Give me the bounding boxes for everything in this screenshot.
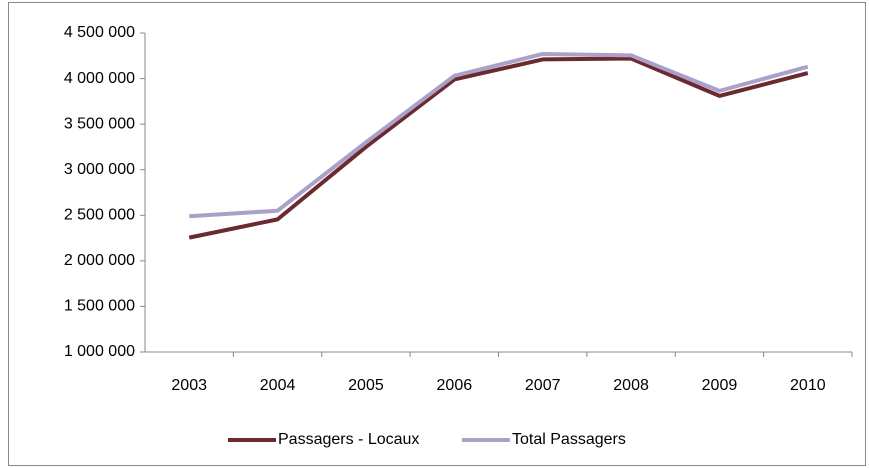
chart-border — [8, 2, 866, 466]
x-tick-label: 2010 — [790, 377, 826, 394]
series-line — [189, 51, 809, 219]
x-tick-label: 2005 — [348, 377, 384, 394]
series-line — [188, 56, 809, 240]
legend-label: Passagers - Locaux — [278, 431, 419, 448]
y-tick-label: 4 500 000 — [64, 24, 135, 41]
y-tick-label: 1 500 000 — [64, 298, 135, 315]
x-tick-label: 2008 — [613, 377, 649, 394]
y-tick-label: 3 000 000 — [64, 161, 135, 178]
x-tick-label: 2006 — [437, 377, 473, 394]
y-tick-label: 4 000 000 — [64, 70, 135, 87]
y-tick-label: 2 500 000 — [64, 207, 135, 224]
y-tick-label: 2 000 000 — [64, 252, 135, 269]
legend-label: Total Passagers — [512, 431, 626, 448]
y-tick-label: 1 000 000 — [64, 343, 135, 360]
x-tick-label: 2009 — [702, 377, 738, 394]
x-tick-label: 2003 — [171, 377, 207, 394]
y-tick-label: 3 500 000 — [64, 115, 135, 132]
x-tick-label: 2004 — [260, 377, 296, 394]
x-tick-label: 2007 — [525, 377, 561, 394]
